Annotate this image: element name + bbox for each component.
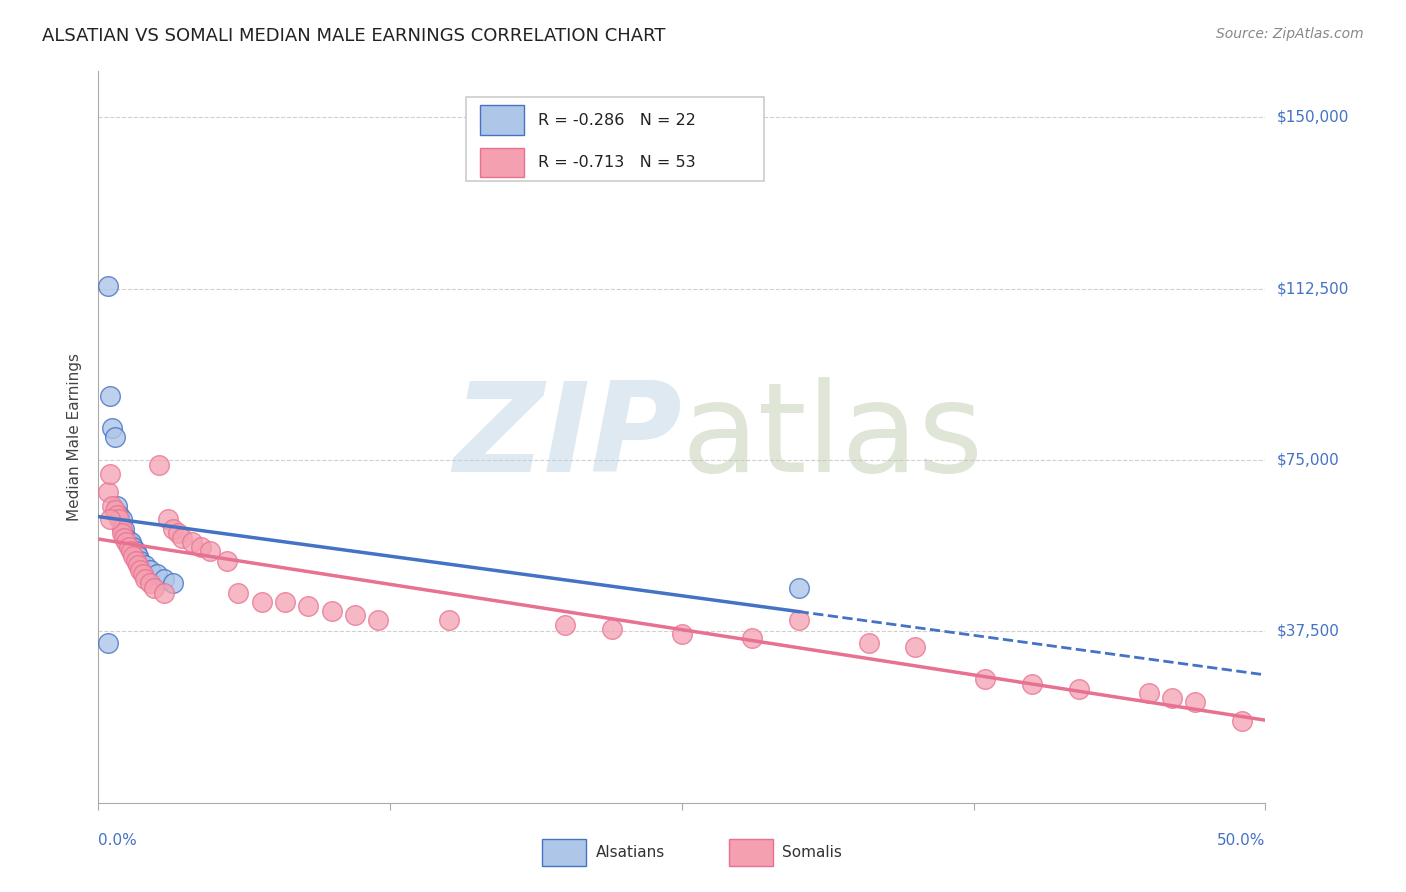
Point — [180, 535, 202, 549]
Point — [98, 467, 121, 481]
Text: $37,500: $37,500 — [1277, 624, 1340, 639]
Point — [554, 617, 576, 632]
Point — [162, 576, 184, 591]
Point — [97, 636, 120, 650]
Point — [118, 540, 141, 554]
Point — [139, 576, 162, 591]
Point — [858, 636, 880, 650]
Point — [157, 512, 180, 526]
Point — [741, 632, 763, 646]
Point — [120, 535, 142, 549]
Point — [134, 558, 156, 573]
Point — [437, 613, 460, 627]
Point — [274, 594, 297, 608]
Point — [105, 499, 128, 513]
Point — [215, 553, 238, 567]
Point — [367, 613, 389, 627]
Point — [98, 512, 121, 526]
Point — [146, 567, 169, 582]
FancyBboxPatch shape — [479, 147, 524, 177]
Point — [787, 613, 810, 627]
Point — [112, 531, 135, 545]
Point — [297, 599, 319, 614]
Point — [125, 553, 148, 567]
Point — [108, 508, 131, 522]
Point — [125, 544, 148, 558]
Point — [250, 594, 273, 608]
Point — [105, 508, 128, 522]
Point — [228, 585, 250, 599]
Text: $112,500: $112,500 — [1277, 281, 1348, 296]
Point — [97, 484, 120, 499]
Text: atlas: atlas — [682, 376, 984, 498]
Point — [1230, 714, 1253, 728]
Point — [104, 503, 127, 517]
Point — [111, 521, 134, 535]
Point — [127, 549, 149, 563]
Text: 0.0%: 0.0% — [98, 833, 138, 848]
Point — [101, 499, 124, 513]
Point — [1184, 695, 1206, 709]
Text: R = -0.286   N = 22: R = -0.286 N = 22 — [538, 112, 696, 128]
Point — [139, 563, 162, 577]
Point — [104, 430, 127, 444]
Point — [118, 535, 141, 549]
Text: $150,000: $150,000 — [1277, 110, 1348, 125]
Point — [148, 458, 170, 472]
Point — [152, 572, 174, 586]
Point — [143, 581, 166, 595]
Point — [129, 563, 152, 577]
Point — [115, 535, 138, 549]
Y-axis label: Median Male Earnings: Median Male Earnings — [67, 353, 83, 521]
Point — [112, 521, 135, 535]
Point — [1067, 681, 1090, 696]
Point — [1021, 677, 1043, 691]
Point — [600, 622, 623, 636]
Point — [974, 673, 997, 687]
FancyBboxPatch shape — [465, 97, 763, 181]
Point — [1137, 686, 1160, 700]
Point — [904, 640, 927, 655]
Text: Alsatians: Alsatians — [596, 845, 665, 860]
Text: ZIP: ZIP — [453, 376, 682, 498]
Text: ALSATIAN VS SOMALI MEDIAN MALE EARNINGS CORRELATION CHART: ALSATIAN VS SOMALI MEDIAN MALE EARNINGS … — [42, 27, 665, 45]
Point — [190, 540, 212, 554]
FancyBboxPatch shape — [541, 838, 586, 866]
Text: Source: ZipAtlas.com: Source: ZipAtlas.com — [1216, 27, 1364, 41]
Point — [108, 512, 131, 526]
Point — [120, 544, 142, 558]
Point — [98, 389, 121, 403]
Point — [111, 512, 134, 526]
Text: $75,000: $75,000 — [1277, 452, 1340, 467]
FancyBboxPatch shape — [728, 838, 773, 866]
Text: Somalis: Somalis — [782, 845, 842, 860]
Point — [115, 531, 138, 545]
Point — [200, 544, 222, 558]
Point — [162, 521, 184, 535]
Point — [101, 421, 124, 435]
Point — [122, 549, 145, 563]
Text: R = -0.713   N = 53: R = -0.713 N = 53 — [538, 154, 696, 169]
Point — [787, 581, 810, 595]
Point — [172, 531, 194, 545]
Point — [127, 558, 149, 573]
Point — [1161, 690, 1184, 705]
Point — [671, 626, 693, 640]
Point — [122, 540, 145, 554]
Point — [132, 567, 155, 582]
Point — [344, 608, 367, 623]
Point — [134, 572, 156, 586]
Point — [166, 526, 188, 541]
FancyBboxPatch shape — [479, 105, 524, 135]
Text: 50.0%: 50.0% — [1218, 833, 1265, 848]
Point — [321, 604, 343, 618]
Point — [129, 553, 152, 567]
Point — [97, 279, 120, 293]
Point — [152, 585, 174, 599]
Point — [111, 526, 134, 541]
